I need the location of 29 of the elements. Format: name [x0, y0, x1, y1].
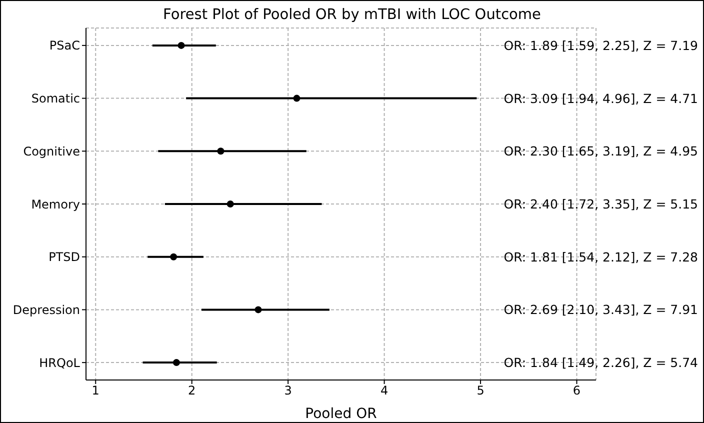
y-tick-label: Somatic — [31, 92, 80, 106]
point — [178, 42, 185, 49]
point — [172, 359, 180, 366]
y-tick-label: Cognitive — [23, 144, 80, 158]
annotation: OR: 1.89 [1.59, 2.25], Z = 7.19 — [504, 38, 698, 53]
annotation: OR: 1.84 [1.49, 2.26], Z = 5.74 — [504, 355, 698, 370]
y-tick-label: PSaC — [49, 38, 80, 53]
x-tick-label: 1 — [92, 384, 100, 398]
x-tick-label: 4 — [380, 384, 388, 398]
x-tick-label: 2 — [188, 384, 196, 398]
y-tick-label: HRQoL — [39, 356, 80, 370]
annotation: OR: 2.40 [1.72, 3.35], Z = 5.15 — [504, 196, 698, 212]
x-tick-label: 3 — [284, 384, 292, 398]
y-tick-label: Depression — [12, 302, 80, 317]
annotation: OR: 1.81 [1.54, 2.12], Z = 7.28 — [504, 249, 698, 264]
x-tick-label: 6 — [572, 384, 581, 398]
x-axis-title: Pooled OR — [305, 406, 378, 422]
annotation: OR: 2.30 [1.65, 3.19], Z = 4.95 — [504, 144, 698, 159]
point — [226, 200, 234, 208]
annotation: OR: 3.09 [1.94, 4.96], Z = 4.71 — [504, 90, 698, 106]
point — [254, 306, 262, 314]
point — [217, 148, 224, 155]
y-tick-label: Memory — [31, 197, 80, 212]
point — [170, 253, 178, 260]
annotation: OR: 2.69 [2.10, 3.43], Z = 7.91 — [504, 302, 698, 318]
x-tick-label: 5 — [476, 384, 484, 398]
chart-title: Forest Plot of Pooled OR by mTBI with LOC Outcome — [162, 7, 542, 23]
y-tick-label: PTSD — [48, 250, 80, 264]
point — [293, 94, 300, 102]
